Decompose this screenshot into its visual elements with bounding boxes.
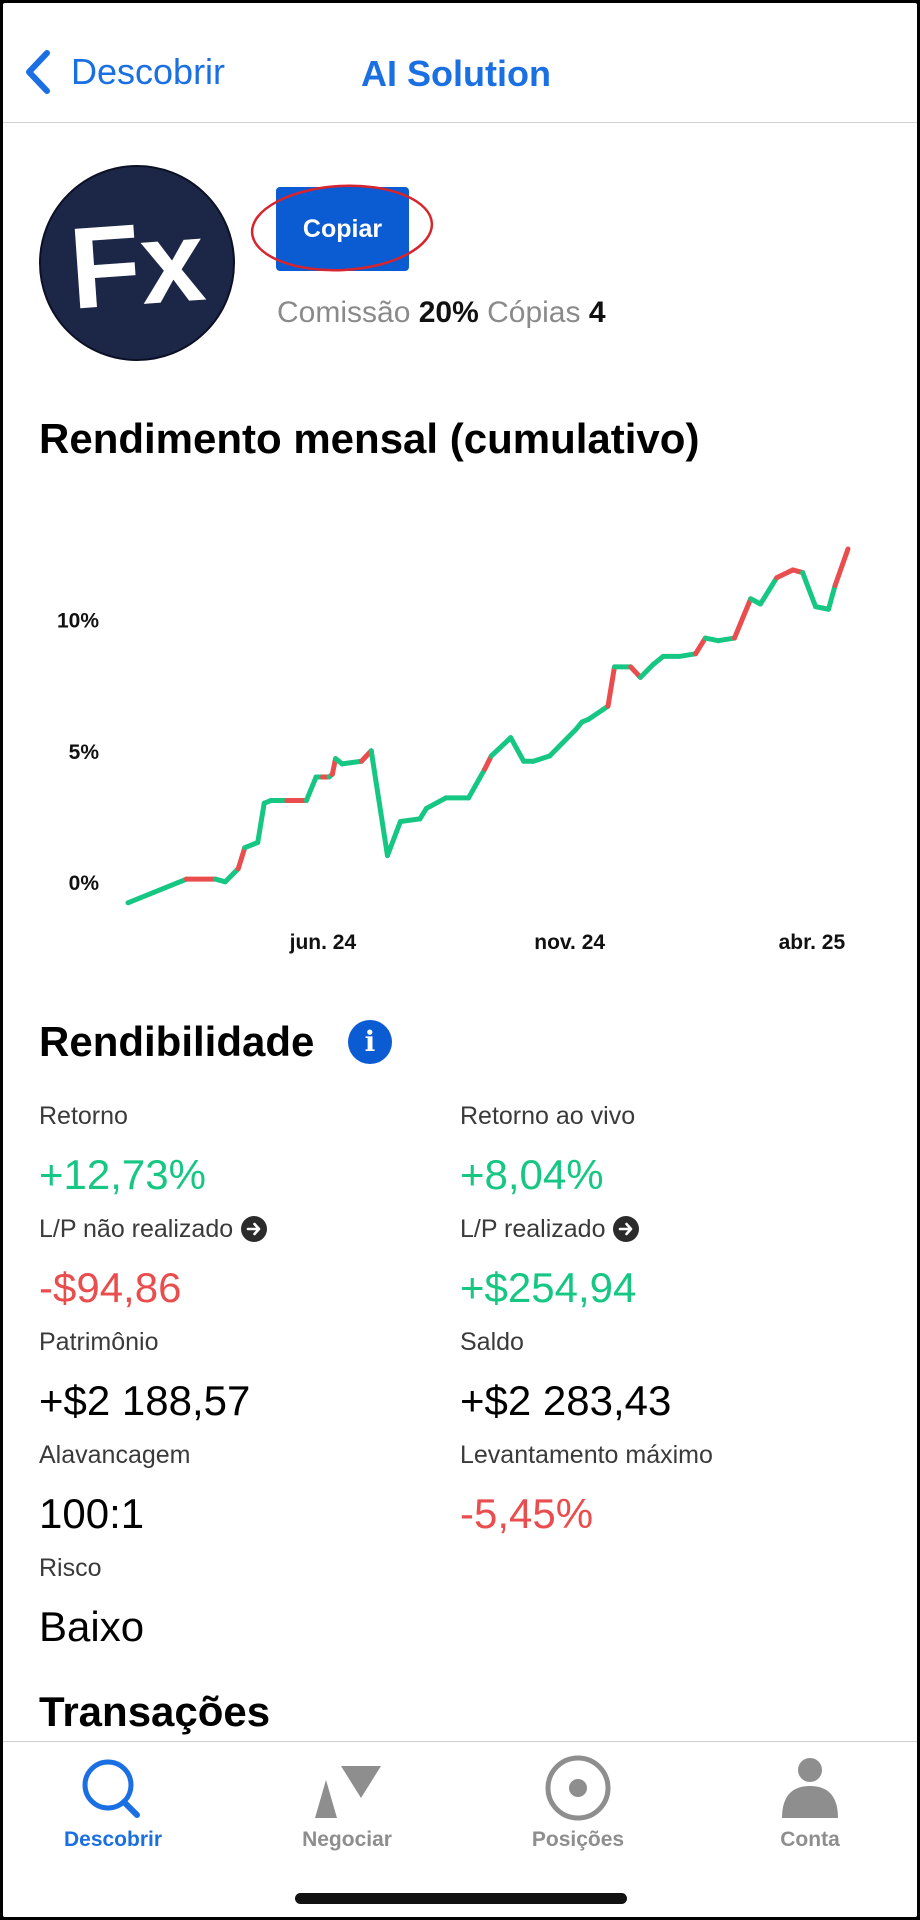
tab-positions[interactable]: Posições [498, 1752, 658, 1852]
series-line-segment [731, 596, 754, 641]
x-tick-label: nov. 24 [534, 931, 605, 954]
metric-value: +8,04% [460, 1151, 604, 1198]
tab-label: Negociar [302, 1828, 392, 1851]
series-line-segment [423, 795, 449, 811]
metric-label: Risco [39, 1553, 102, 1582]
series-line-segment [125, 889, 157, 906]
home-indicator [295, 1893, 627, 1904]
series-line-segment [368, 748, 390, 859]
y-tick-label: 5% [69, 741, 100, 764]
series-line-segment [637, 661, 656, 680]
chart-title: Rendimento mensal (cumulativo) [39, 415, 700, 462]
metric-label: L/P realizado [460, 1214, 606, 1243]
avatar-logo-text: Fx [65, 196, 209, 334]
series-line-segment [757, 575, 780, 607]
series-line-segment [832, 546, 851, 589]
tab-trade[interactable]: Negociar [267, 1752, 427, 1852]
metric-label: Levantamento máximo [460, 1440, 713, 1469]
search-icon [82, 1759, 140, 1818]
tab-discover[interactable]: Descobrir [33, 1752, 193, 1852]
series-line-segment [303, 774, 319, 804]
metric-balance: Saldo +$2 283,43 [460, 1327, 880, 1425]
cumulative-return-chart: 0% 5% 10% jun. 24 nov. 24 abr. 25 [57, 546, 851, 954]
x-tick-label: abr. 25 [779, 931, 846, 954]
strategy-avatar: Fx [39, 165, 235, 361]
series-line-segment [774, 567, 796, 581]
series-line-segment [384, 819, 403, 859]
series-line-segment [508, 735, 527, 764]
series-line-segment [676, 651, 699, 659]
metric-label: Patrimônio [39, 1327, 159, 1356]
page-title: AI Solution [361, 53, 551, 94]
chevron-left-icon [26, 50, 50, 94]
metric-live-return: Retorno ao vivo +8,04% [460, 1101, 880, 1199]
commission-label: Comissão [277, 296, 411, 329]
series-line-segment [547, 727, 579, 759]
app-screen: Descobrir AI Solution Fx Copiar Comissão… [3, 3, 917, 1917]
tab-label: Descobrir [63, 1828, 163, 1851]
series-line-segment [339, 758, 365, 767]
arrow-right-circle-icon[interactable] [613, 1216, 640, 1242]
nav-header: Descobrir AI Solution [3, 3, 917, 123]
series-line-segment [715, 635, 737, 644]
metric-value: -$94,86 [39, 1264, 182, 1311]
metric-label: L/P não realizado [39, 1214, 234, 1243]
y-tick-label: 10% [57, 610, 99, 633]
series-line-segment [488, 735, 514, 759]
metric-return: Retorno +12,73% [39, 1101, 459, 1199]
account-person-icon [782, 1758, 838, 1818]
metric-equity: Patrimônio +$2 188,57 [39, 1327, 459, 1425]
metric-max-drawdown: Levantamento máximo -5,45% [460, 1440, 880, 1538]
series-line-segment [605, 664, 617, 709]
metric-risk: Risco Baixo [39, 1553, 459, 1651]
tab-label: Posições [531, 1828, 625, 1851]
metric-value: 100:1 [39, 1490, 145, 1537]
metric-leverage: Alavancagem 100:1 [39, 1440, 459, 1538]
series-line-segment [151, 876, 189, 895]
x-tick-label: jun. 24 [289, 931, 357, 954]
performance-title: Rendibilidade [39, 1018, 315, 1065]
copy-button[interactable]: Copiar [276, 187, 409, 271]
metric-realized-pl: L/P realizado +$254,94 [460, 1214, 880, 1312]
series-line-segment [222, 866, 241, 885]
metric-value: +$254,94 [460, 1264, 637, 1311]
metric-unrealized-pl: L/P não realizado -$94,86 [39, 1214, 459, 1312]
metric-value: +$2 283,43 [460, 1377, 672, 1424]
metric-label: Retorno ao vivo [460, 1101, 636, 1130]
trade-triangles-icon [315, 1766, 381, 1818]
metric-value: -5,45% [460, 1490, 594, 1537]
back-button[interactable]: Descobrir [23, 49, 225, 95]
series-line-segment [255, 800, 267, 845]
transactions-title: Transações [39, 1688, 271, 1735]
copies-value: 4 [588, 296, 606, 329]
series-line-segment [397, 816, 423, 825]
positions-circle-icon [545, 1755, 611, 1821]
series-line-segment [826, 583, 838, 612]
series-line-segment [466, 766, 488, 801]
y-tick-label: 0% [69, 872, 100, 895]
copies-label: Cópias [487, 296, 581, 329]
bottom-tab-bar: Descobrir Negociar Posições Conta [3, 1741, 917, 1917]
metric-value: +12,73% [39, 1151, 206, 1198]
tab-label: Conta [780, 1828, 840, 1851]
series-line-segment [693, 635, 708, 657]
metric-value: +$2 188,57 [39, 1377, 251, 1424]
metric-value: Baixo [39, 1603, 145, 1650]
series-line-segment [530, 753, 553, 764]
series-line-segment [586, 703, 611, 722]
info-icon[interactable]: i [348, 1020, 392, 1064]
back-label: Descobrir [71, 51, 226, 92]
metric-label: Retorno [39, 1101, 128, 1130]
series-line-segment [235, 845, 248, 872]
strategy-stats: Comissão 20% Cópias 4 [277, 296, 606, 330]
arrow-right-circle-icon[interactable] [241, 1216, 268, 1242]
commission-value: 20% [418, 296, 479, 329]
metric-label: Saldo [460, 1327, 524, 1356]
tab-account[interactable]: Conta [730, 1752, 890, 1852]
series-line-segment [800, 570, 819, 610]
metric-label: Alavancagem [39, 1440, 191, 1469]
